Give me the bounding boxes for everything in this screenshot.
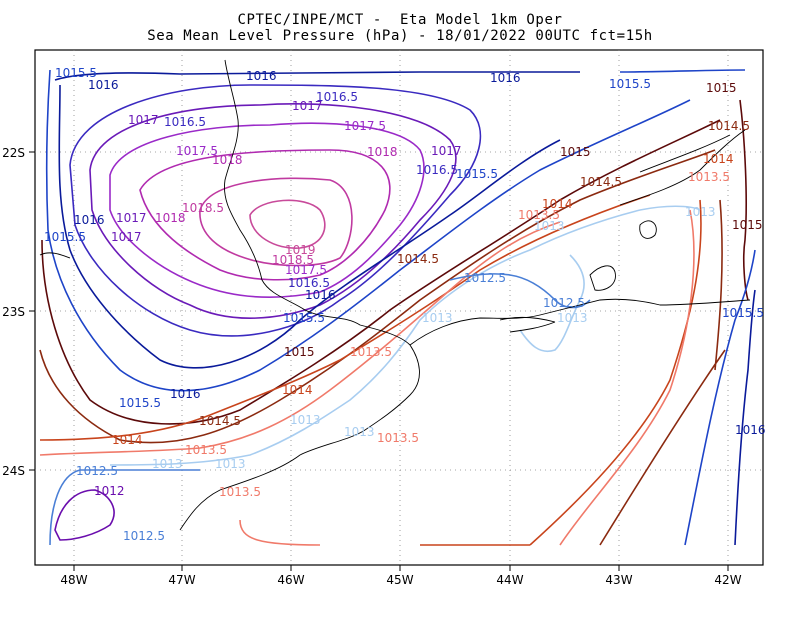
contour-label: 1013.5	[219, 485, 261, 499]
contour-label: 1015.5	[722, 306, 764, 320]
contour-label: 1015.5	[609, 77, 651, 91]
contour-label: 1016.5	[416, 163, 458, 177]
isobar-1017	[89, 103, 457, 319]
isobar-1013	[109, 205, 701, 466]
title-line-2: Sea Mean Level Pressure (hPa) - 18/01/20…	[147, 28, 653, 44]
contour-label: 1014.5	[199, 414, 241, 428]
contour-label: 1013	[152, 457, 183, 471]
contour-label: 1013	[557, 311, 588, 325]
contour-label: 1017	[128, 113, 159, 127]
isobar-1015-5	[45, 69, 746, 392]
tick-marks	[29, 151, 729, 571]
contour-label: 1018.5	[272, 253, 314, 267]
contour-label: 1014.5	[580, 175, 622, 189]
contour-label: 1013	[685, 205, 716, 219]
contour-label: 1015	[560, 145, 591, 159]
contour-label: 1018	[155, 211, 186, 225]
y-axis-labels: 22S 23S 24S	[2, 146, 25, 478]
x-tick-label: 42W	[714, 573, 741, 587]
isobar-1016-east	[734, 289, 756, 546]
contour-label: 1013	[422, 311, 453, 325]
coastline	[39, 59, 751, 531]
contour-label: 1013.5	[688, 170, 730, 184]
contour-label: 1019	[285, 243, 316, 257]
contour-label: 1016	[246, 69, 277, 83]
contour-label: 1016	[88, 78, 119, 92]
contour-label: 1013	[344, 425, 375, 439]
isobar-1015-5-east	[684, 249, 756, 546]
x-tick-label: 47W	[168, 573, 195, 587]
contour-label: 1015.5	[119, 396, 161, 410]
contour-label: 1013	[534, 219, 565, 233]
contour-label: 1017	[111, 230, 142, 244]
y-tick-label: 22S	[2, 146, 25, 160]
contour-label: 1016	[490, 71, 521, 85]
contour-label: 1015.5	[55, 66, 97, 80]
title-line-1: CPTEC/INPE/MCT - Eta Model 1km Oper	[237, 12, 563, 28]
isobar-1012	[54, 489, 115, 541]
x-tick-label: 43W	[605, 573, 632, 587]
x-tick-label: 48W	[60, 573, 87, 587]
isobar-1015	[41, 99, 749, 425]
x-tick-label: 45W	[386, 573, 413, 587]
x-tick-label: 44W	[496, 573, 523, 587]
contour-label: 1012.5	[464, 271, 506, 285]
map-title: CPTEC/INPE/MCT - Eta Model 1km Oper Sea …	[0, 12, 800, 44]
isobar-1019	[249, 199, 326, 249]
contour-label: 1014	[542, 197, 573, 211]
isobar-1016-5	[69, 84, 482, 337]
contour-label: 1017.5	[344, 119, 386, 133]
contour-label: 1015	[732, 218, 763, 232]
isobar-1014	[39, 194, 702, 546]
contour-label: 1013.5	[185, 443, 227, 457]
contour-label: 1014	[703, 152, 734, 166]
y-tick-label: 23S	[2, 305, 25, 319]
contour-label: 1013.5	[350, 345, 392, 359]
contour-label: 1013.5	[518, 208, 560, 222]
contour-label: 1015.5	[283, 311, 325, 325]
contour-label: 1017	[116, 211, 147, 225]
contour-label: 1017.5	[176, 144, 218, 158]
contour-label: 1013	[215, 457, 246, 471]
contour-label: 1018.5	[182, 201, 224, 215]
contour-label: 1015	[706, 81, 737, 95]
isobars	[39, 69, 756, 546]
contour-label: 1015	[284, 345, 315, 359]
x-axis-labels: 48W 47W 46W 45W 44W 43W 42W	[60, 573, 741, 587]
contour-label: 1017	[431, 144, 462, 158]
isobar-1018-5	[199, 177, 353, 267]
y-tick-label: 24S	[2, 464, 25, 478]
contour-label: 1012.5	[76, 464, 118, 478]
isobar-1017-5	[109, 122, 425, 299]
contour-label: 1015.5	[456, 167, 498, 181]
contour-label: 1016.5	[316, 90, 358, 104]
isobar-1016	[54, 71, 580, 369]
contour-label: 1016.5	[164, 115, 206, 129]
x-tick-label: 46W	[277, 573, 304, 587]
contour-labels: 1015.5 1016 1016 1016 1016.5 1017 1017 1…	[44, 66, 766, 543]
contour-label: 1017.5	[285, 263, 327, 277]
isobar-1018	[139, 149, 391, 281]
contour-label: 1016	[735, 423, 766, 437]
contour-label: 1013	[290, 413, 321, 427]
contour-label: 1013.5	[377, 431, 419, 445]
contour-label: 1014	[112, 433, 143, 447]
contour-label: 1016	[170, 387, 201, 401]
contour-label: 1015.5	[44, 230, 86, 244]
contour-label: 1016	[305, 288, 336, 302]
contour-label: 1018	[367, 145, 398, 159]
contour-label: 1017	[292, 99, 323, 113]
contour-label: 1012.5	[543, 296, 585, 310]
isobar-1013-5	[39, 209, 695, 546]
isobar-1012-5	[49, 273, 591, 546]
contour-label: 1014.5	[708, 119, 750, 133]
contour-label: 1012	[94, 484, 125, 498]
contour-label: 1016	[74, 213, 105, 227]
contour-label: 1014	[282, 383, 313, 397]
contour-label: 1016.5	[288, 276, 330, 290]
contour-label: 1014.5	[397, 252, 439, 266]
contour-label: 1018	[212, 153, 243, 167]
contour-label: 1012.5	[123, 529, 165, 543]
